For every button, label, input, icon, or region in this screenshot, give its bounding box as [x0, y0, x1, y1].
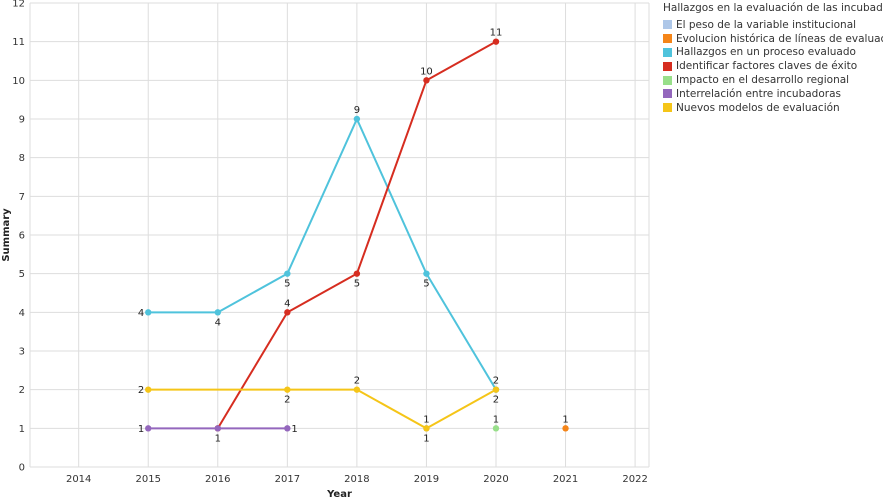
legend-label: Identificar factores claves de éxito — [676, 60, 858, 73]
x-tick-label: 2016 — [205, 474, 230, 485]
legend: Hallazgos en la evaluación de las incuba… — [663, 2, 883, 115]
data-point — [353, 386, 361, 393]
y-tick-label: 1 — [19, 424, 25, 435]
y-tick-label: 5 — [19, 269, 25, 280]
y-tick-label: 6 — [19, 231, 25, 242]
legend-title: Hallazgos en la evaluación de las incuba… — [663, 2, 883, 14]
grid — [29, 2, 650, 468]
data-point — [423, 425, 430, 432]
y-tick-label: 7 — [19, 192, 25, 203]
legend-label: Evolucion histórica de líneas de evaluac… — [676, 32, 883, 45]
legend-label: El peso de la variable institucional — [676, 18, 857, 31]
data-label: 1 — [291, 424, 297, 435]
data-label: 11 — [490, 28, 503, 39]
y-tick-label: 8 — [19, 153, 25, 164]
data-label: 1 — [138, 424, 144, 435]
data-label: 4 — [284, 298, 290, 309]
data-point — [492, 425, 500, 432]
data-point — [492, 38, 500, 45]
x-tick-label: 2015 — [136, 474, 161, 485]
y-tick-label: 2 — [19, 385, 25, 396]
legend-swatch — [663, 47, 672, 57]
x-tick-label: 2022 — [622, 474, 647, 485]
data-label: 2 — [493, 376, 499, 387]
data-label: 1 — [423, 414, 429, 425]
legend-swatch — [663, 20, 672, 30]
legend-item: Hallazgos en un proceso evaluado — [663, 46, 881, 60]
data-point — [353, 270, 361, 277]
data-point — [145, 386, 152, 393]
legend-label: Nuevos modelos de evaluación — [676, 101, 840, 114]
x-axis-title: Year — [326, 489, 352, 500]
data-label: 4 — [138, 308, 144, 319]
data-label: 9 — [354, 105, 360, 116]
y-axis-title: Summary — [1, 208, 12, 262]
legend-label: Hallazgos en un proceso evaluado — [676, 46, 856, 59]
data-label: 2 — [284, 395, 290, 406]
y-tick-label: 9 — [19, 115, 25, 126]
data-point — [145, 309, 152, 316]
x-tick-label: 2014 — [66, 474, 91, 485]
y-tick-label: 3 — [19, 347, 25, 358]
data-point — [214, 309, 221, 316]
legend-item: El peso de la variable institucional — [663, 18, 881, 32]
data-label: 1 — [423, 433, 429, 444]
data-label: 5 — [284, 279, 290, 290]
data-point — [353, 115, 361, 123]
x-tick-label: 2017 — [275, 474, 300, 485]
legend-swatch — [663, 75, 672, 85]
y-tick-label: 10 — [12, 76, 25, 87]
y-tick-label: 0 — [19, 463, 25, 474]
y-tick-label: 11 — [12, 37, 25, 48]
data-point — [284, 270, 291, 277]
legend-items: El peso de la variable institucional Evol… — [663, 18, 883, 115]
x-tick-label: 2020 — [483, 474, 508, 485]
data-point — [214, 425, 221, 432]
data-point — [562, 425, 569, 432]
data-label: 2 — [493, 395, 499, 406]
data-point — [284, 309, 291, 316]
data-label: 5 — [423, 279, 429, 290]
y-tick-label: 4 — [19, 308, 25, 319]
data-point — [492, 386, 500, 393]
legend-item: Nuevos modelos de evaluación — [663, 101, 881, 115]
legend-swatch — [663, 103, 672, 113]
x-tick-label: 2019 — [414, 474, 439, 485]
y-tick-label: 12 — [12, 0, 25, 10]
legend-label: Interrelación entre incubadoras — [676, 87, 841, 100]
data-point — [423, 270, 430, 277]
data-label: 4 — [215, 317, 221, 328]
legend-item: Impacto en el desarrollo regional — [663, 73, 881, 87]
data-label: 1 — [562, 414, 568, 425]
data-label: 2 — [138, 385, 144, 396]
legend-swatch — [663, 34, 672, 44]
legend-label: Impacto en el desarrollo regional — [676, 74, 850, 87]
legend-swatch — [663, 89, 672, 99]
data-point — [284, 386, 291, 393]
series-layer — [145, 38, 569, 432]
x-tick-label: 2018 — [344, 474, 369, 485]
data-point — [423, 77, 430, 84]
data-label: 5 — [354, 279, 360, 290]
data-label: 1 — [493, 414, 499, 425]
series-line — [148, 118, 497, 391]
data-label: 2 — [354, 376, 360, 387]
data-label: 10 — [420, 66, 433, 77]
series-line — [148, 388, 497, 430]
data-point — [284, 425, 291, 432]
legend-item: Evolucion histórica de líneas de evaluac… — [663, 32, 883, 46]
data-label: 1 — [215, 433, 221, 444]
x-tick-label: 2021 — [553, 474, 578, 485]
data-point — [145, 425, 152, 432]
legend-item: Interrelación entre incubadoras — [663, 87, 881, 101]
legend-item: Identificar factores claves de éxito — [663, 59, 881, 73]
legend-swatch — [663, 61, 672, 71]
